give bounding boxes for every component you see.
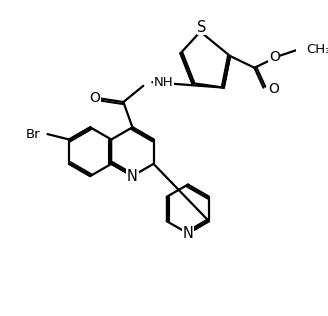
Text: N: N	[127, 168, 138, 184]
Text: O: O	[269, 50, 280, 64]
Text: Br: Br	[26, 128, 40, 141]
Text: N: N	[182, 226, 193, 241]
Text: O: O	[89, 91, 100, 105]
Text: NH: NH	[154, 76, 174, 89]
Text: CH₃: CH₃	[306, 43, 328, 56]
Text: O: O	[268, 82, 279, 95]
Text: S: S	[197, 20, 207, 35]
